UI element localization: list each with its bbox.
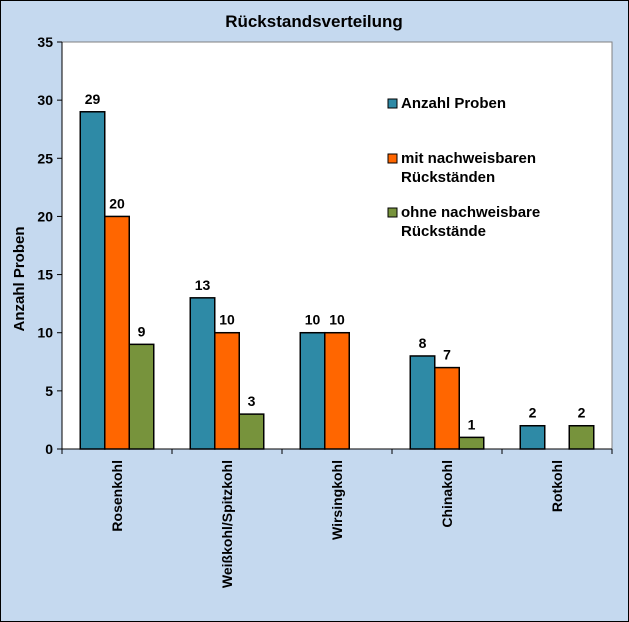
bar — [104, 215, 130, 450]
y-tick-label: 35 — [37, 34, 53, 50]
data-label: 3 — [248, 393, 256, 409]
bar — [519, 424, 546, 450]
y-axis-title: Anzahl Proben — [11, 226, 28, 331]
y-tick-label: 30 — [37, 92, 53, 108]
data-label: 7 — [443, 347, 451, 363]
legend-swatch — [387, 98, 398, 109]
legend-label: ohne nachweisbare Rückstände — [401, 204, 540, 240]
data-label: 29 — [85, 91, 101, 107]
data-label: 2 — [529, 405, 537, 421]
y-tick-label: 0 — [45, 441, 53, 457]
bar — [128, 343, 155, 450]
legend-swatch — [387, 153, 398, 164]
legend-label: mit nachweisbaren Rückständen — [401, 150, 536, 186]
bar — [568, 424, 595, 450]
y-tick-label: 25 — [37, 150, 53, 166]
plot-area: 0 5 10 15 20 25 30 35 29 20 9 Rosenkohl 13 10 3 Weißkoh… — [37, 34, 613, 588]
data-label: 10 — [329, 312, 345, 328]
data-label: 10 — [219, 312, 235, 328]
chart-title: Rückstandsverteilung — [225, 12, 403, 31]
data-label: 8 — [419, 335, 427, 351]
bar — [458, 436, 485, 450]
data-label: 1 — [468, 416, 476, 432]
bar — [79, 111, 106, 450]
x-tick-label: Chinakohl — [439, 460, 455, 528]
data-label: 10 — [305, 312, 321, 328]
bar — [409, 355, 436, 450]
x-tick-label: Rosenkohl — [109, 460, 125, 532]
y-tick-label: 10 — [37, 325, 53, 341]
y-tick-label: 15 — [37, 267, 53, 283]
y-tick-label: 5 — [45, 383, 53, 399]
data-label: 9 — [138, 323, 146, 339]
data-label: 20 — [109, 195, 125, 211]
bar — [324, 331, 350, 450]
legend-swatch — [387, 207, 398, 218]
data-label: 2 — [578, 405, 586, 421]
bar — [189, 297, 216, 450]
bar — [299, 331, 326, 450]
x-tick-label: Weißkohl/Spitzkohl — [219, 460, 235, 588]
data-label: 13 — [195, 277, 211, 293]
x-tick-label: Rotkohl — [549, 460, 565, 512]
bar — [214, 331, 240, 450]
y-tick-label: 20 — [37, 208, 53, 224]
bar — [238, 413, 265, 450]
x-tick-label: Wirsingkohl — [329, 460, 345, 540]
bar — [434, 366, 460, 450]
legend: Anzahl Proben mit nachweisbaren Rückstände… — [387, 95, 540, 240]
legend-label: Anzahl Proben — [401, 95, 506, 112]
